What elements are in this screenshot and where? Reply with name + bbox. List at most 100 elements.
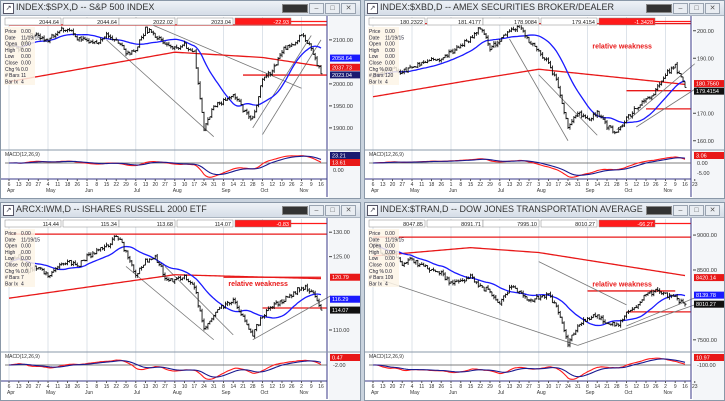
data-window-value: 120 (385, 73, 394, 79)
quote-value: 8047.85 (403, 222, 423, 228)
close-button[interactable]: ✕ (705, 3, 720, 14)
minimize-button[interactable]: – (309, 3, 324, 14)
chart-thumbnail-icon[interactable] (282, 206, 308, 215)
date-tick-label: 17 (555, 182, 561, 188)
price-axis-label: 1900.00 (333, 126, 353, 132)
date-tick-label: 21 (240, 384, 246, 390)
chart-thumbnail-icon[interactable] (646, 206, 672, 215)
chart-window-iwm[interactable]: relative weakness 114.44 115.34 113.68 114.0… (0, 202, 361, 401)
data-window-value: 0.00 (21, 256, 31, 262)
date-tick-label: 24 (201, 182, 207, 188)
trendline[interactable] (636, 82, 705, 128)
chart-thumbnail-icon[interactable] (282, 4, 308, 13)
chart-app-icon: ↗ (367, 3, 378, 14)
data-window-value: 109 (385, 275, 394, 281)
month-label: Nov (664, 390, 673, 396)
chart-window-spx[interactable]: 2044.64 2044.64 2022.02 2023.04 -22.93 Price 0… (0, 0, 361, 199)
trendline[interactable] (616, 63, 696, 131)
data-window-label: Date (369, 35, 380, 41)
data-window-label: High (369, 48, 380, 54)
maximize-button[interactable]: □ (325, 3, 340, 14)
month-label: Jul (498, 390, 504, 396)
axis-background (693, 15, 724, 198)
close-button[interactable]: ✕ (341, 3, 356, 14)
macd-axis-label: -2.00 (333, 363, 346, 369)
macd-signal-line (8, 155, 322, 176)
month-label: Oct (261, 188, 269, 194)
month-label: Aug (173, 188, 182, 194)
maximize-button[interactable]: □ (689, 205, 704, 216)
data-window-label: Chg % (369, 67, 385, 73)
date-tick-label: 24 (201, 384, 207, 390)
date-tick-label: 13 (16, 182, 22, 188)
date-tick-label: 11 (419, 182, 424, 188)
chart-canvas[interactable]: 2044.64 2044.64 2022.02 2023.04 -22.93 Price 0… (1, 1, 361, 199)
price-axis-label: 170.00 (697, 111, 714, 117)
data-window-value: 0.00 (385, 42, 395, 48)
quote-field (540, 219, 598, 228)
trendline[interactable] (509, 38, 569, 141)
data-window-background (4, 229, 35, 287)
window-titlebar[interactable]: ↗ INDEX:$XBD,D -- AMEX SECURITIES BROKER/… (365, 1, 724, 16)
date-tick-label: 12 (633, 384, 639, 390)
date-tick-label: 31 (575, 182, 581, 188)
relative-weakness-annotation: relative weakness (592, 44, 652, 51)
date-tick-label: 26 (438, 182, 444, 188)
quote-field (368, 17, 426, 26)
chart-thumbnail-icon[interactable] (646, 4, 672, 13)
data-window-label: Open (5, 244, 17, 250)
date-tick-label: 8 (459, 182, 462, 188)
trendline[interactable] (125, 266, 215, 341)
month-label: Jun (85, 390, 93, 396)
date-tick-label: 1 (450, 384, 453, 390)
window-titlebar[interactable]: ↗ ARCX:IWM,D -- ISHARES RUSSELL 2000 ETF –… (1, 203, 360, 218)
trendline[interactable] (538, 74, 598, 136)
data-window-label: Chg % (369, 269, 385, 275)
chart-window-xbd[interactable]: relative weakness 180.2322 181.4177 178.908… (364, 0, 725, 199)
date-tick-label: 6 (8, 182, 11, 188)
data-window-label: Bar Ix (5, 79, 19, 85)
close-button[interactable]: ✕ (705, 205, 720, 216)
trendline[interactable] (382, 280, 578, 346)
trendline[interactable] (252, 295, 331, 341)
date-tick-label: 20 (152, 384, 158, 390)
trendline[interactable] (262, 39, 322, 135)
data-window-label: Close (369, 263, 382, 269)
trendline[interactable] (106, 39, 215, 137)
month-label: Jun (85, 188, 93, 194)
maximize-button[interactable]: □ (689, 3, 704, 14)
date-tick-label: 10 (546, 384, 552, 390)
minimize-button[interactable]: – (673, 205, 688, 216)
trendline[interactable] (135, 17, 302, 89)
date-tick-label: 28 (250, 182, 256, 188)
date-tick-label: 15 (468, 182, 474, 188)
window-titlebar[interactable]: ↗ INDEX:$TRAN,D -- DOW JONES TRANSPORTATI… (365, 203, 724, 218)
close-button[interactable]: ✕ (341, 205, 356, 216)
macd-value-box (330, 152, 360, 159)
date-tick-label: 18 (65, 182, 71, 188)
trendline[interactable] (577, 304, 695, 346)
macd-axis-label: -5.00 (697, 171, 710, 177)
month-label: Oct (625, 390, 633, 396)
chart-canvas[interactable]: relative weakness 180.2322 181.4177 178.908… (365, 1, 725, 199)
price-value-box (330, 63, 360, 71)
date-tick-label: 14 (594, 182, 600, 188)
chart-canvas[interactable]: relative weakness 114.44 115.34 113.68 114.0… (1, 203, 361, 401)
date-tick-label: 16 (318, 384, 324, 390)
quote-change: -22.93 (273, 20, 289, 26)
trendline[interactable] (538, 261, 627, 306)
trendline[interactable] (252, 35, 312, 129)
window-titlebar[interactable]: ↗ INDEX:$SPX,D -- S&P 500 INDEX – □ ✕ (1, 1, 360, 16)
maximize-button[interactable]: □ (325, 205, 340, 216)
price-axis-label: 130.00 (333, 230, 350, 236)
chart-window-tran[interactable]: relative weakness 8047.85 8091.71 7995.10 80… (364, 202, 725, 401)
date-tick-label: 2 (300, 384, 303, 390)
data-window-label: Low (5, 54, 15, 60)
window-title: ARCX:IWM,D -- ISHARES RUSSELL 2000 ETF (16, 204, 207, 214)
date-tick-label: 3 (537, 182, 540, 188)
minimize-button[interactable]: – (309, 205, 324, 216)
minimize-button[interactable]: – (673, 3, 688, 14)
price-value-label: 2037.73 (332, 65, 352, 71)
date-tick-label: 19 (279, 384, 285, 390)
